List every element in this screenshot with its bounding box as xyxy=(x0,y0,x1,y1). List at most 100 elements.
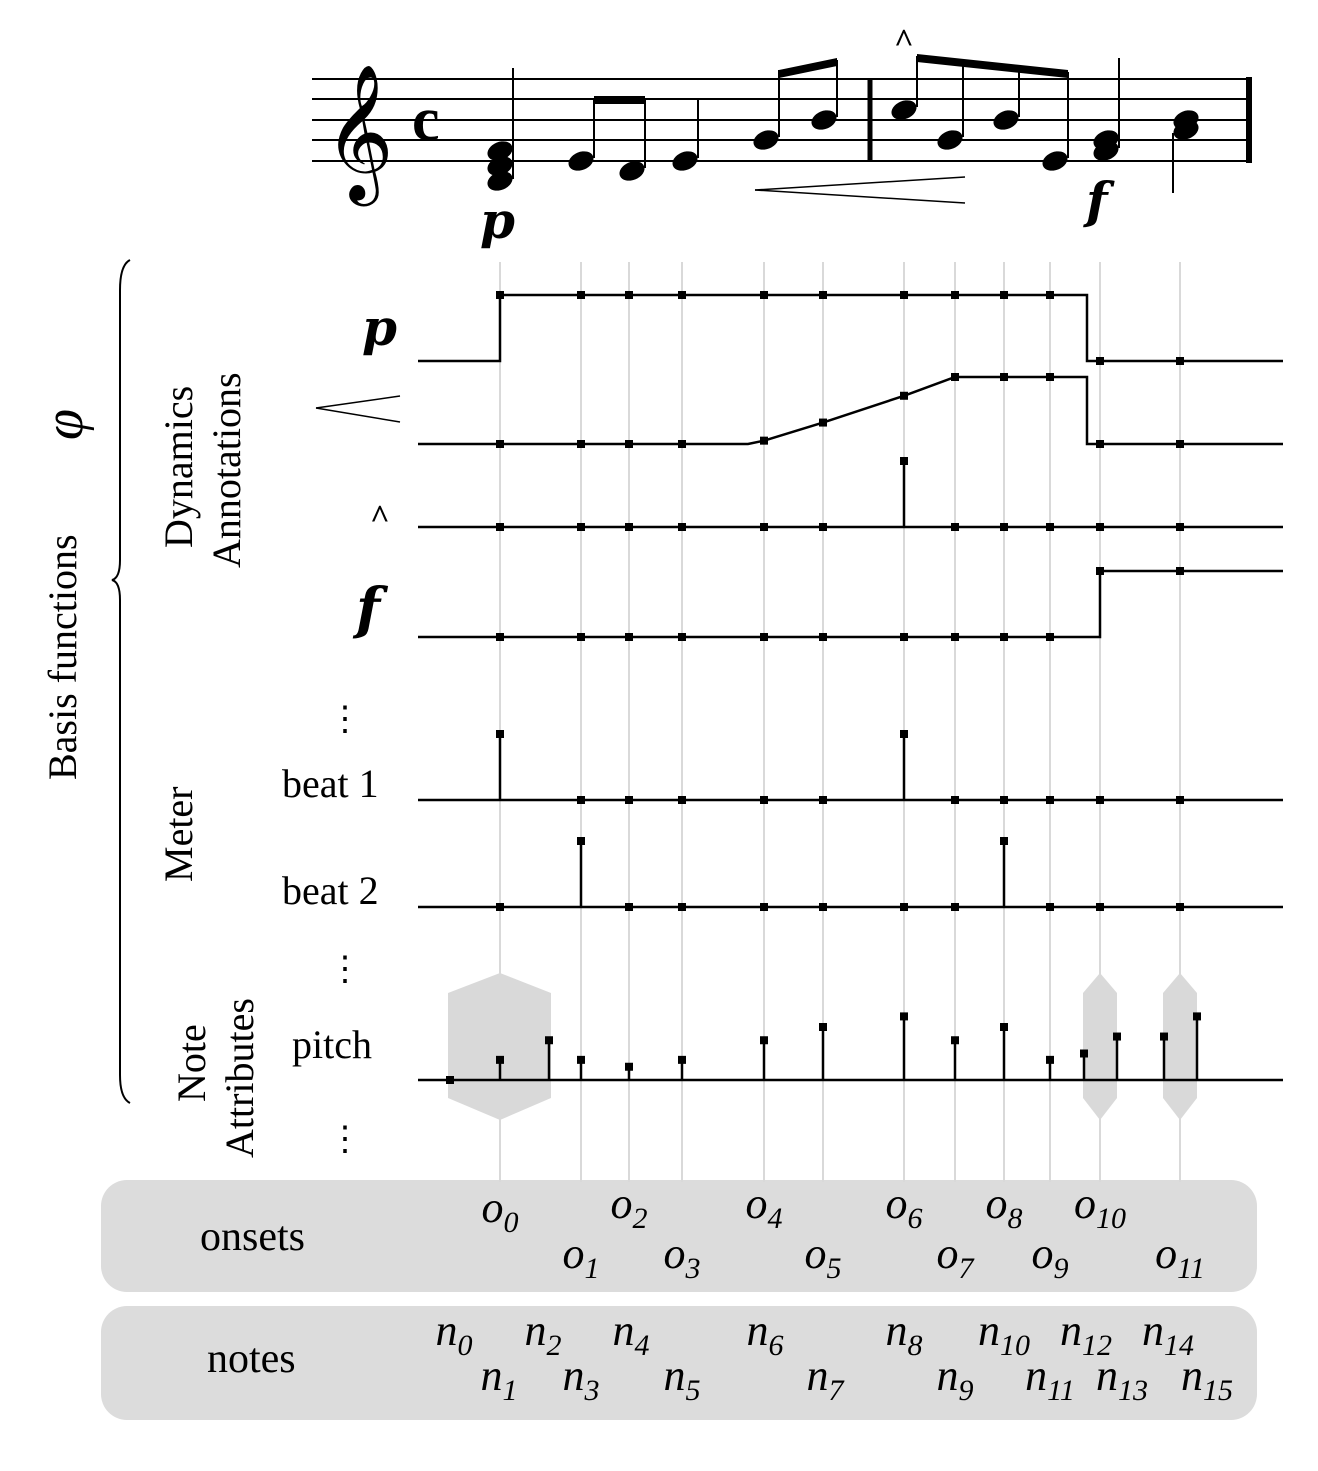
group-note-line2: Attributes xyxy=(217,998,262,1158)
notehead xyxy=(619,161,645,181)
note-symbol-subscript: 15 xyxy=(1203,1374,1233,1407)
crescendo-point-5 xyxy=(819,418,827,427)
f-point-8 xyxy=(1000,633,1008,641)
pitch-point-14 xyxy=(1160,1032,1168,1041)
note-symbol-subscript: 10 xyxy=(1000,1329,1030,1362)
notehead xyxy=(1042,151,1068,171)
notehead xyxy=(487,171,513,191)
ellipsis-dynamics: ⋮ xyxy=(328,701,362,738)
beat1-point-5 xyxy=(819,796,827,804)
onset-symbol-11: o11 xyxy=(1155,1229,1205,1285)
notehead xyxy=(487,156,513,176)
onset-symbol-9: o9 xyxy=(1032,1229,1069,1285)
beat1-point-8 xyxy=(1000,796,1008,804)
note-symbol-13: n13 xyxy=(1096,1351,1148,1407)
beat2-point-7 xyxy=(951,903,959,911)
onset-symbol-4: o4 xyxy=(746,1179,783,1235)
onset-symbol-subscript: 10 xyxy=(1096,1202,1126,1235)
note-symbol-14: n14 xyxy=(1142,1306,1194,1362)
onset-symbol-subscript: 2 xyxy=(633,1202,648,1235)
note-symbol-base: n xyxy=(1096,1351,1118,1400)
beat1-point-3 xyxy=(678,796,686,804)
note-symbol-base: n xyxy=(747,1306,769,1355)
pitch-point-15 xyxy=(1193,1012,1201,1021)
onset-symbol-subscript: 0 xyxy=(504,1206,519,1239)
p-point-5 xyxy=(819,291,827,299)
note-symbol-base: n xyxy=(978,1306,1000,1355)
beat2-point-1 xyxy=(577,837,585,845)
note-symbol-subscript: 14 xyxy=(1164,1329,1194,1362)
onset-symbol-8: o8 xyxy=(986,1179,1023,1235)
pitch-point-2 xyxy=(545,1036,553,1045)
notehead xyxy=(672,151,698,171)
accent-point-6 xyxy=(900,457,908,465)
pitch-point-11 xyxy=(1046,1055,1054,1064)
ellipsis-meter: ⋮ xyxy=(328,951,362,988)
pitch-point-3 xyxy=(577,1055,585,1064)
chord-region-o10 xyxy=(1083,973,1117,1120)
beat2-point-5 xyxy=(819,903,827,911)
pitch-point-7 xyxy=(819,1023,827,1031)
onset-symbol-6: o6 xyxy=(886,1179,923,1235)
noteheads xyxy=(487,100,1199,191)
accent-point-3 xyxy=(678,523,686,531)
note-symbol-base: n xyxy=(525,1306,547,1355)
f-point-4 xyxy=(760,633,768,641)
row-label-p: p xyxy=(362,298,397,357)
note-symbol-base: n xyxy=(563,1351,585,1400)
p-point-4 xyxy=(760,291,768,299)
note-symbol-subscript: 6 xyxy=(769,1329,784,1362)
note-symbol-4: n4 xyxy=(613,1306,650,1362)
beat2-point-3 xyxy=(678,903,686,911)
f-function-line xyxy=(418,569,1283,639)
note-symbol-base: n xyxy=(481,1351,503,1400)
crescendo-point-2 xyxy=(625,440,633,448)
crescendo-function-line xyxy=(418,375,1283,446)
crescendo-point-8 xyxy=(1000,373,1008,381)
note-symbol-base: n xyxy=(807,1351,829,1400)
basis-functions-brace xyxy=(111,259,131,1104)
note-symbol-subscript: 12 xyxy=(1082,1329,1112,1362)
onset-symbol-subscript: 8 xyxy=(1008,1202,1023,1235)
notes-label: notes xyxy=(207,1336,296,1382)
row-label-crescendo-icon xyxy=(315,395,401,423)
treble-clef-icon: 𝄞 xyxy=(324,65,394,206)
onsets-label: onsets xyxy=(200,1214,305,1260)
onset-symbol-base: o xyxy=(805,1229,827,1278)
pitch-point-8 xyxy=(900,1012,908,1021)
onset-symbol-base: o xyxy=(664,1229,686,1278)
accent-point-2 xyxy=(625,523,633,531)
group-meter: Meter xyxy=(156,786,201,882)
note-symbol-base: n xyxy=(886,1306,908,1355)
accent-point-0 xyxy=(496,523,504,531)
accent-point-1 xyxy=(577,523,585,531)
onset-symbol-2: o2 xyxy=(611,1179,648,1235)
note-symbol-subscript: 1 xyxy=(503,1374,518,1407)
note-symbol-subscript: 9 xyxy=(959,1374,974,1407)
crescendo-point-4 xyxy=(760,436,768,445)
note-symbol-12: n12 xyxy=(1060,1306,1112,1362)
note-symbol-subscript: 4 xyxy=(635,1329,650,1362)
beat1-point-10 xyxy=(1096,796,1104,804)
crescendo-point-7 xyxy=(951,373,959,381)
onset-symbol-base: o xyxy=(563,1229,585,1278)
note-symbol-base: n xyxy=(664,1351,686,1400)
p-point-0 xyxy=(496,291,504,299)
row-label-beat1: beat 1 xyxy=(282,761,379,806)
group-dynamics-line1: Dynamics xyxy=(156,386,201,548)
p-point-2 xyxy=(625,291,633,299)
score-accent: ^ xyxy=(894,23,914,60)
p-point-3 xyxy=(678,291,686,299)
note-symbol-subscript: 2 xyxy=(547,1329,562,1362)
beams xyxy=(594,54,1068,104)
accent-point-5 xyxy=(819,523,827,531)
note-symbol-6: n6 xyxy=(747,1306,784,1362)
chord-region-o0 xyxy=(448,973,551,1120)
p-point-8 xyxy=(1000,291,1008,299)
p-point-1 xyxy=(577,291,585,299)
p-function-line xyxy=(418,293,1283,363)
onset-symbol-base: o xyxy=(886,1179,908,1228)
